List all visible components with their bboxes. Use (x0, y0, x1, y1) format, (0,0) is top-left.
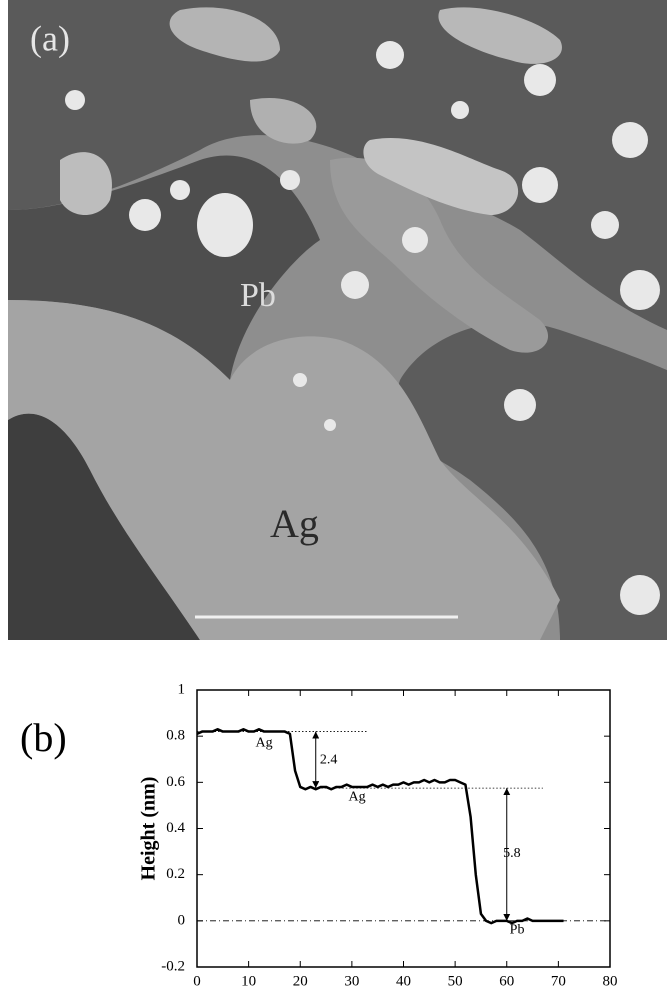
dark-terrace (8, 413, 200, 640)
annotation: 2.4 (320, 753, 338, 768)
cluster (324, 419, 336, 431)
dark-terrace (395, 322, 667, 640)
y-tick-label: 1 (178, 681, 186, 697)
cluster (293, 373, 307, 387)
region-label: Ag (270, 501, 319, 546)
cluster (197, 193, 253, 257)
profile-chart: 01020304050607080-0.200.20.40.60.81Dista… (138, 681, 618, 989)
dark-terrace (8, 0, 667, 330)
annotation: Pb (510, 922, 525, 937)
cluster (522, 167, 558, 203)
cluster (612, 122, 648, 158)
x-tick-label: 0 (193, 973, 201, 989)
y-tick-label: 0.2 (166, 866, 185, 882)
cluster (620, 575, 660, 615)
x-tick-label: 40 (396, 973, 411, 989)
cluster (170, 180, 190, 200)
pb-island (363, 137, 519, 215)
y-tick-label: -0.2 (161, 958, 185, 974)
x-tick-label: 30 (344, 973, 359, 989)
pb-island (250, 98, 317, 144)
annotation: Ag (256, 735, 273, 750)
x-tick-label: 20 (293, 973, 308, 989)
cluster (504, 389, 536, 421)
cluster (129, 199, 161, 231)
cluster (280, 170, 300, 190)
x-tick-label: 70 (551, 973, 566, 989)
annotation: 5.8 (503, 846, 521, 861)
profile-line (196, 727, 564, 925)
ag-terrace (8, 300, 560, 640)
y-tick-label: 0.8 (166, 728, 185, 744)
cluster (376, 41, 404, 69)
cluster (402, 227, 428, 253)
cluster (524, 64, 556, 96)
x-tick-label: 80 (603, 973, 618, 989)
pb-island (60, 152, 112, 215)
x-tick-label: 10 (241, 973, 256, 989)
cluster (620, 270, 660, 310)
y-tick-label: 0.6 (166, 774, 185, 790)
panel-label: (b) (20, 715, 67, 760)
annotation: Ag (348, 790, 365, 805)
x-tick-label: 50 (448, 973, 463, 989)
panel-label: (a) (30, 18, 70, 58)
y-axis-label: Height (nm) (138, 777, 160, 881)
cluster (341, 271, 369, 299)
stm-image: (a) Pb Ag (8, 0, 667, 640)
plot-frame (196, 689, 611, 968)
bright-clusters (65, 41, 660, 615)
cluster (451, 101, 469, 119)
pb-island (438, 7, 562, 64)
cluster (591, 211, 619, 239)
region-label: Pb (240, 277, 276, 314)
pb-island (330, 157, 549, 353)
x-tick-label: 60 (499, 973, 514, 989)
y-tick-label: 0 (178, 912, 186, 928)
cluster (65, 90, 85, 110)
pb-island (169, 7, 280, 62)
y-tick-label: 0.4 (166, 820, 185, 836)
